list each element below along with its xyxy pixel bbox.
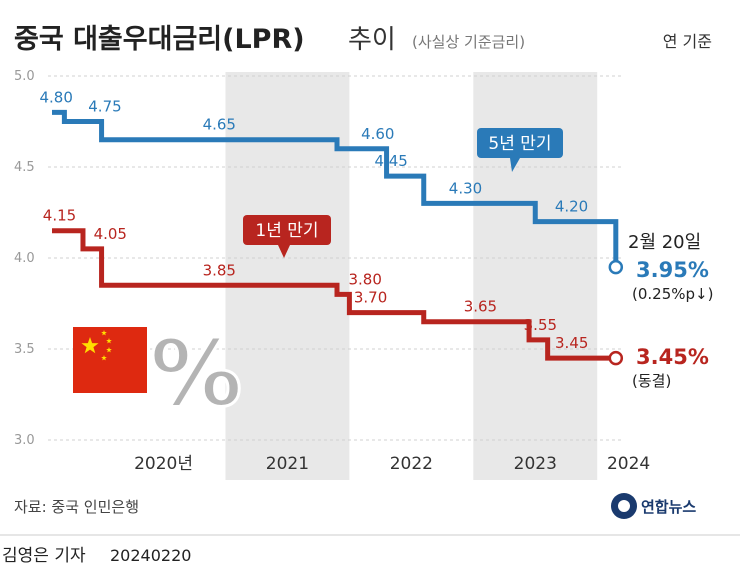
series-tag-box [477, 128, 563, 158]
data-label: 4.80 [39, 88, 72, 106]
series-tag-label: 5년 만기 [488, 134, 551, 154]
x-tick-label: 2023 [514, 454, 557, 474]
y-tick-label: 3.5 [14, 342, 35, 357]
data-label: 3.80 [348, 270, 381, 288]
data-label: 3.45 [555, 334, 588, 352]
data-label: 4.05 [94, 225, 127, 243]
data-label: 4.20 [555, 198, 588, 216]
series-tags: 5년 만기 1년 만기 [243, 128, 563, 258]
flag-star [101, 330, 107, 336]
one-year-end-note: (동결) [632, 372, 671, 390]
flag-star [81, 337, 99, 354]
x-tick-label: 2021 [266, 454, 309, 474]
data-label: 4.45 [374, 152, 407, 170]
data-label: 3.65 [464, 298, 497, 316]
five-year-end-note: (0.25%p↓) [632, 285, 713, 303]
series-group: 4.80 4.75 4.65 4.60 4.45 4.30 4.20 4.15 4.05 3.85… [39, 88, 624, 366]
data-label: 4.30 [449, 179, 482, 197]
five-year-endpoint [608, 259, 624, 275]
credit-date: 20240220 [110, 546, 191, 565]
y-tick-label: 5.0 [14, 69, 35, 84]
y-tick-label: 4.0 [14, 251, 35, 266]
data-label: 4.75 [88, 98, 121, 116]
data-label: 3.85 [203, 261, 236, 279]
one-year-endpoint [608, 350, 624, 366]
data-label: 4.65 [203, 116, 236, 134]
y-axis: 5.0 4.5 4.0 3.5 3.0 [14, 69, 35, 448]
series-tag-label: 1년 만기 [255, 221, 318, 241]
data-label: 4.15 [43, 207, 76, 225]
flag-star [106, 347, 112, 353]
x-tick-label: 2022 [390, 454, 433, 474]
data-label: 4.60 [361, 125, 394, 143]
one-year-line [52, 228, 616, 361]
data-label: 3.70 [354, 289, 387, 307]
five-year-line [52, 109, 619, 268]
y-tick-label: 4.5 [14, 160, 35, 175]
y-tick-label: 3.0 [14, 433, 35, 448]
x-tick-label: 2024 [607, 454, 650, 474]
series-tag-pointer [278, 245, 290, 258]
flag-star [101, 355, 107, 361]
percent-icon: % [150, 320, 242, 427]
year-band-2021 [225, 72, 350, 480]
china-flag-icon [73, 327, 147, 393]
date-annotation: 2월 20일 [628, 232, 701, 253]
data-label: 3.55 [524, 316, 557, 334]
x-axis: 2020년 2021 2022 2023 2024 [134, 454, 650, 474]
chart-title: 중국 대출우대금리(LPR) [14, 24, 305, 55]
x-tick-label: 2020년 [134, 454, 193, 474]
source-note: 자료: 중국 인민은행 [14, 498, 139, 516]
chart-title-trend: 추이 [348, 25, 396, 55]
credit-author: 김영은 기자 [2, 546, 86, 566]
logo-text: 연합뉴스 [641, 498, 696, 516]
unit-note: 연 기준 [663, 32, 712, 51]
series-tag-pointer [510, 158, 520, 172]
five-year-end-label: 3.95% [636, 258, 709, 282]
one-year-end-label: 3.45% [636, 345, 709, 369]
series-tag-box [243, 215, 331, 245]
yonhap-logo: 연합뉴스 [611, 493, 696, 519]
flag-star [106, 338, 112, 344]
chart-subtitle: (사실상 기준금리) [412, 33, 525, 51]
